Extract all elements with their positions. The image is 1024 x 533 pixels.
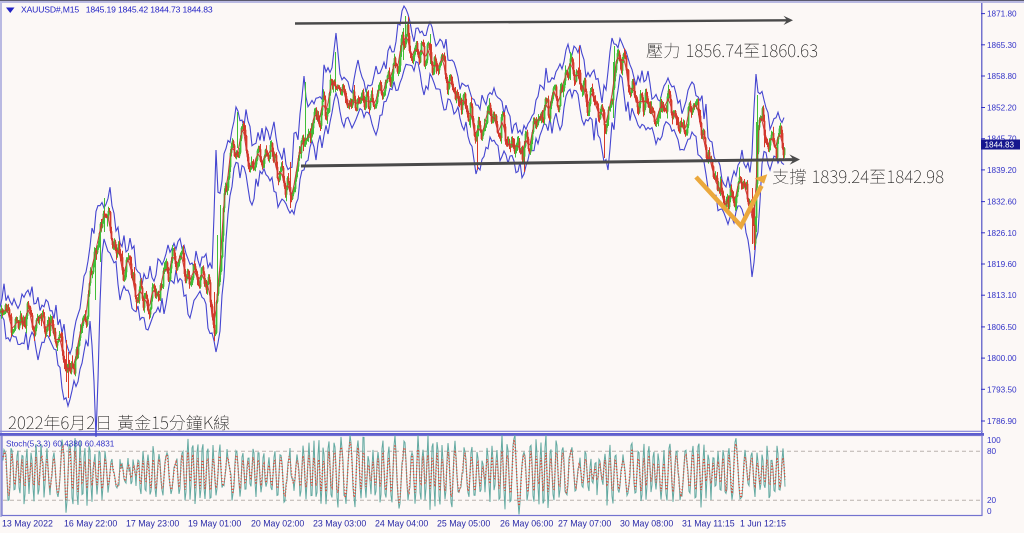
svg-text:20: 20 bbox=[987, 496, 997, 505]
svg-text:1806.50: 1806.50 bbox=[987, 323, 1017, 332]
svg-text:1793.50: 1793.50 bbox=[987, 385, 1017, 394]
svg-text:16 May 22:00: 16 May 22:00 bbox=[64, 519, 117, 529]
svg-text:1839.20: 1839.20 bbox=[987, 166, 1017, 175]
svg-text:1819.60: 1819.60 bbox=[987, 260, 1017, 269]
svg-text:0: 0 bbox=[987, 507, 992, 516]
svg-text:31 May 11:15: 31 May 11:15 bbox=[682, 519, 735, 529]
svg-text:24 May 04:00: 24 May 04:00 bbox=[375, 519, 428, 529]
svg-text:26 May 06:00: 26 May 06:00 bbox=[500, 519, 553, 529]
svg-text:17 May 23:00: 17 May 23:00 bbox=[126, 519, 179, 529]
svg-text:1858.80: 1858.80 bbox=[987, 72, 1017, 81]
svg-text:25 May 05:00: 25 May 05:00 bbox=[437, 519, 490, 529]
svg-text:80: 80 bbox=[987, 447, 997, 456]
svg-text:1826.10: 1826.10 bbox=[987, 229, 1017, 238]
svg-text:1800.00: 1800.00 bbox=[987, 354, 1017, 363]
svg-text:1845.70: 1845.70 bbox=[987, 135, 1017, 144]
svg-text:20 May 02:00: 20 May 02:00 bbox=[251, 519, 304, 529]
svg-text:13 May 2022: 13 May 2022 bbox=[2, 519, 53, 529]
svg-text:1 Jun 12:15: 1 Jun 12:15 bbox=[740, 519, 786, 529]
svg-text:XAUUSD#,M15 1845.19 1845.42: XAUUSD#,M15 1845.19 1845.42 1844.73 1844… bbox=[21, 5, 213, 15]
svg-text:23 May 03:00: 23 May 03:00 bbox=[313, 519, 366, 529]
svg-text:1786.90: 1786.90 bbox=[987, 417, 1017, 426]
svg-text:1852.20: 1852.20 bbox=[987, 104, 1017, 113]
svg-text:Stoch(5,3,3) 60.4380 60.4831: Stoch(5,3,3) 60.4380 60.4831 bbox=[6, 440, 115, 449]
svg-text:100: 100 bbox=[987, 436, 1001, 445]
svg-text:1865.30: 1865.30 bbox=[987, 41, 1017, 50]
svg-text:27 May 07:00: 27 May 07:00 bbox=[558, 519, 611, 529]
svg-text:19 May 01:00: 19 May 01:00 bbox=[188, 519, 241, 529]
svg-text:30 May 08:00: 30 May 08:00 bbox=[620, 519, 673, 529]
svg-text:1844.83: 1844.83 bbox=[985, 140, 1015, 149]
svg-text:1871.80: 1871.80 bbox=[987, 10, 1017, 19]
svg-text:1832.60: 1832.60 bbox=[987, 198, 1017, 207]
svg-text:1813.10: 1813.10 bbox=[987, 291, 1017, 300]
